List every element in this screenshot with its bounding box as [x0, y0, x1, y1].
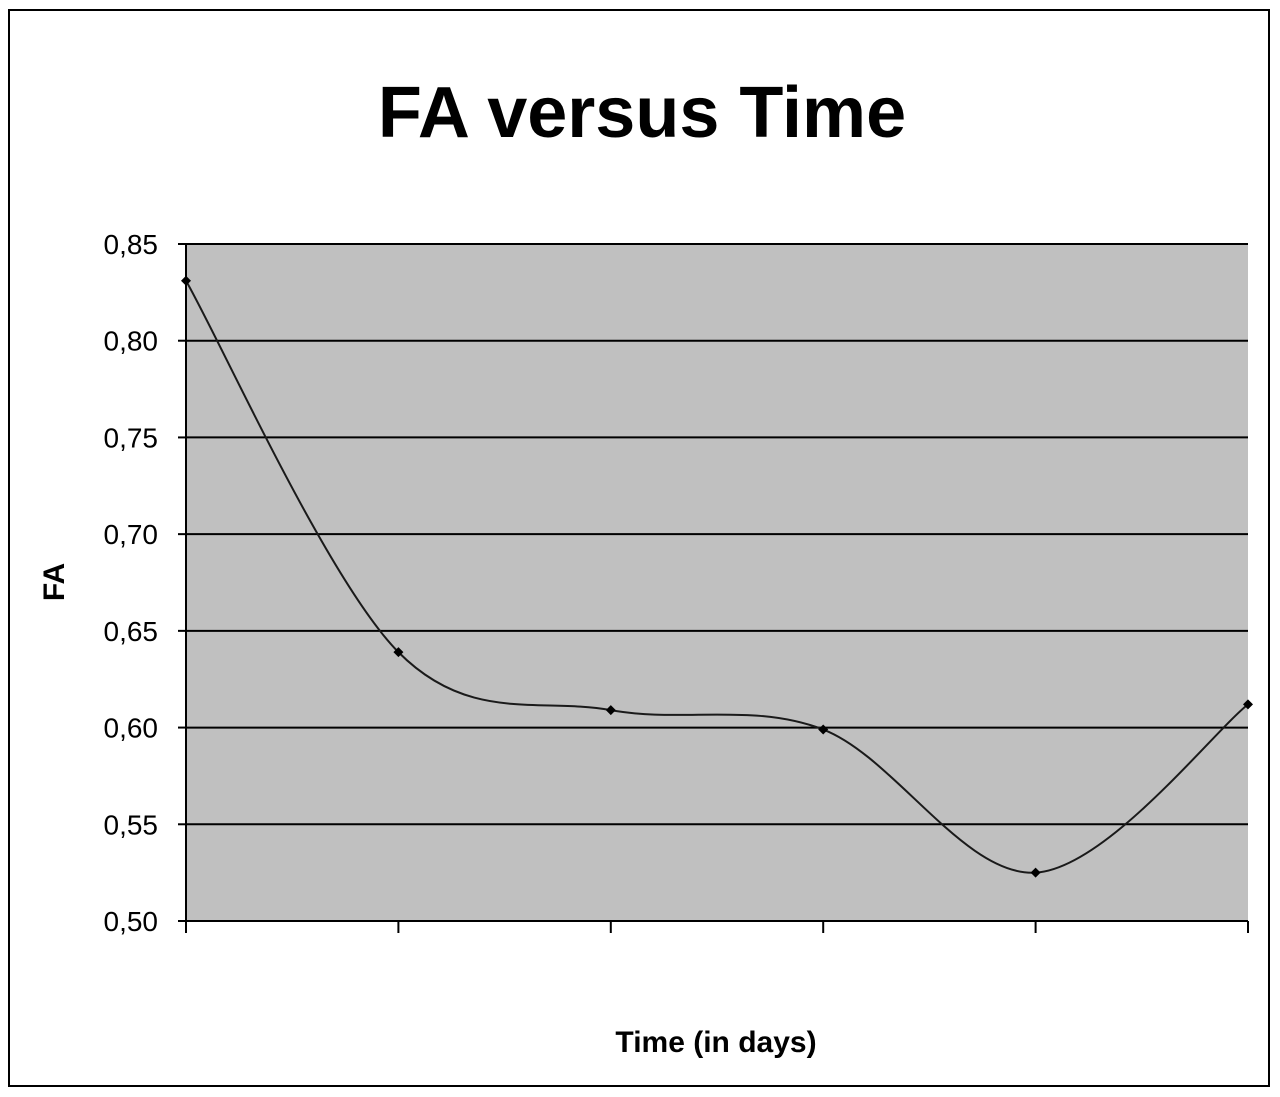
- data-point-marker: [393, 647, 404, 658]
- y-tick-label: 0,55: [104, 809, 159, 840]
- data-point-marker: [181, 275, 191, 286]
- chart-title: FA versus Time: [378, 73, 906, 153]
- data-point-marker: [1243, 699, 1253, 710]
- y-tick-label: 0,75: [104, 422, 159, 453]
- y-tick-label: 0,85: [104, 229, 159, 260]
- y-tick-label: 0,50: [104, 906, 159, 937]
- x-axis-title: Time (in days): [615, 1026, 816, 1059]
- data-point-marker: [818, 724, 829, 735]
- plot-area-group: 0,50 0,55 0,60 0,65 0,70 0,75 0,80 0,85: [104, 229, 1253, 937]
- y-tick-label: 0,65: [104, 616, 159, 647]
- series-line: [185, 280, 1249, 874]
- y-tick-label: 0,70: [104, 519, 159, 550]
- plot-background: [186, 244, 1248, 921]
- data-point-marker: [1030, 867, 1041, 878]
- y-axis-title: FA: [38, 563, 71, 601]
- y-tick-label: 0,80: [104, 326, 159, 357]
- y-tick-label: 0,60: [104, 713, 159, 744]
- data-point-marker: [605, 705, 616, 716]
